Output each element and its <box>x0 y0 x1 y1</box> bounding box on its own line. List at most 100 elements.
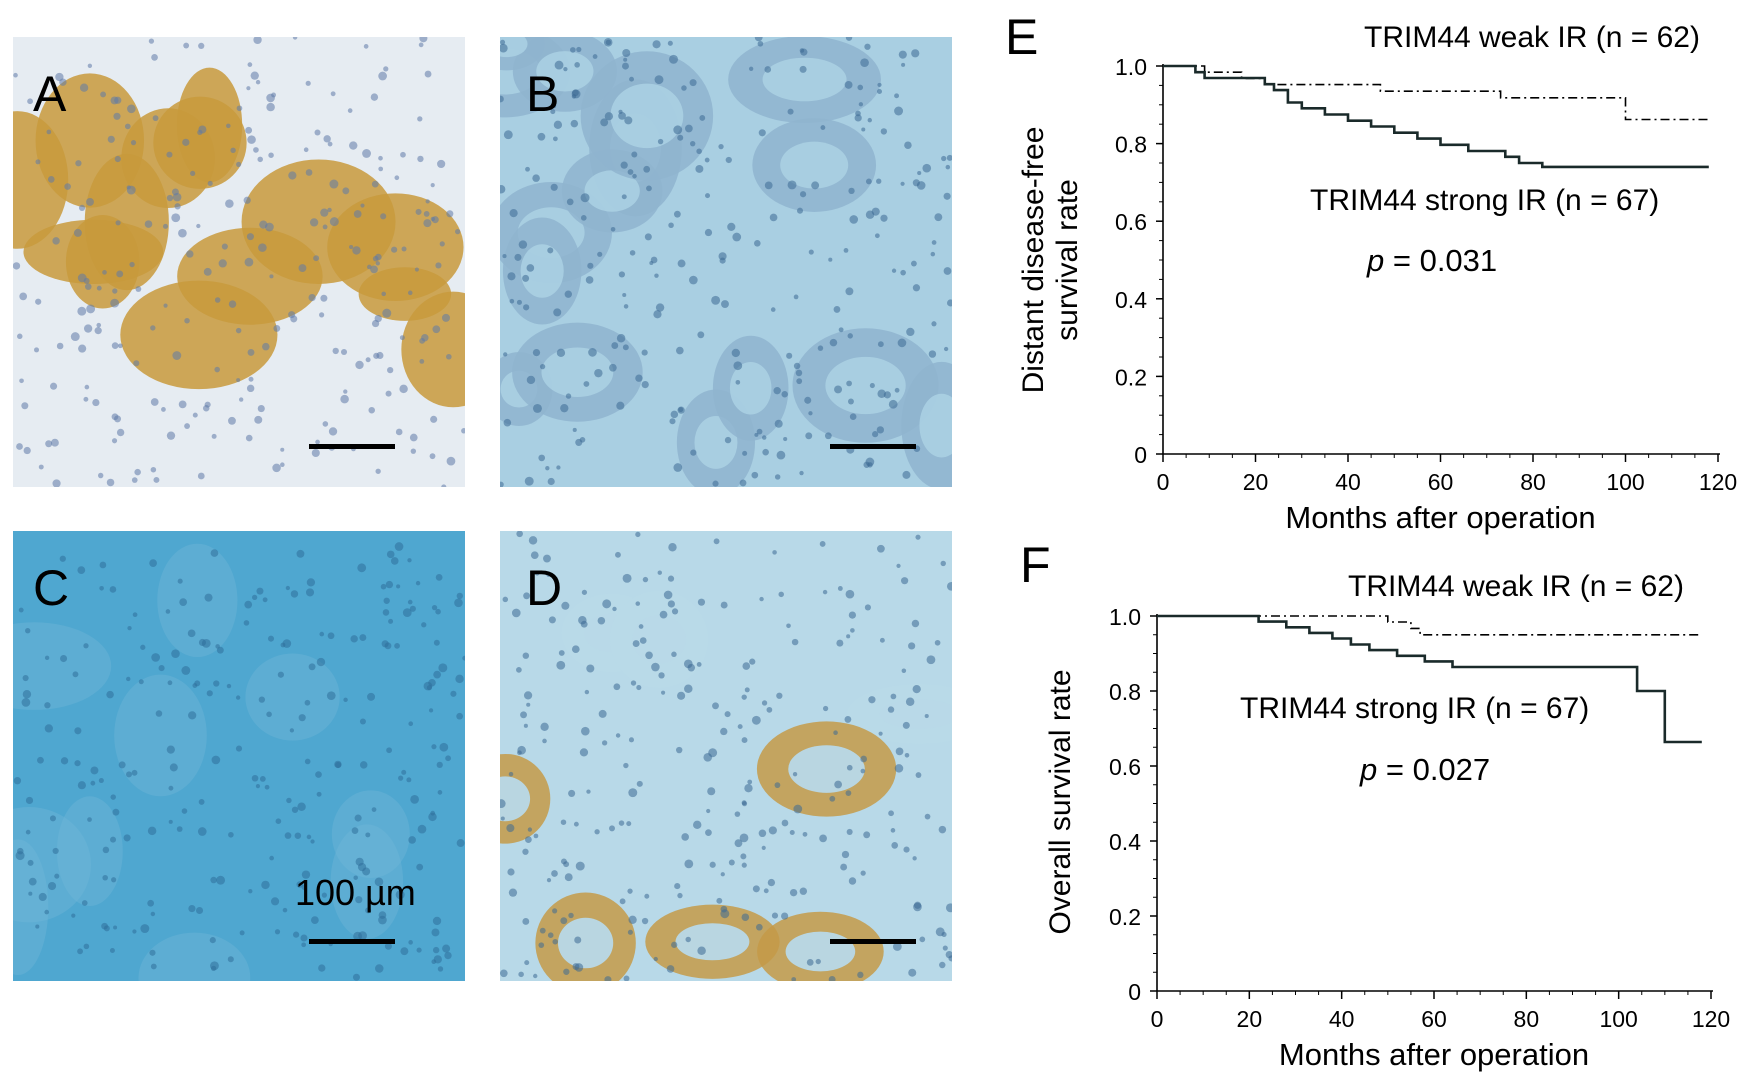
cell-nucleus <box>773 386 781 395</box>
cell-nucleus <box>602 599 612 609</box>
y-axis-label-line: Distant disease-free <box>1017 127 1050 394</box>
cell-nucleus <box>375 964 384 973</box>
cell-nucleus <box>439 742 449 752</box>
cell-nucleus <box>538 942 545 949</box>
cell-nucleus <box>720 601 728 609</box>
cell-nucleus <box>741 694 747 700</box>
cell-nucleus <box>542 738 547 744</box>
cell-nucleus <box>355 360 364 370</box>
cell-nucleus <box>289 728 295 733</box>
cell-nucleus <box>551 870 558 877</box>
cell-nucleus <box>677 691 686 700</box>
cell-nucleus <box>526 702 531 707</box>
cell-nucleus <box>558 650 565 656</box>
tissue-image-d <box>500 531 952 981</box>
cell-nucleus <box>243 620 250 626</box>
cell-nucleus <box>768 826 777 835</box>
cell-nucleus <box>946 154 952 161</box>
cell-nucleus <box>632 173 637 179</box>
cell-nucleus <box>327 141 333 147</box>
cell-nucleus <box>500 185 506 194</box>
cell-nucleus <box>571 645 580 654</box>
cell-nucleus <box>551 103 557 109</box>
cell-nucleus <box>56 342 64 350</box>
cell-nucleus <box>697 946 706 955</box>
cell-nucleus <box>865 178 872 185</box>
y-tick-label: 0.2 <box>1115 364 1147 390</box>
cell-nucleus <box>269 855 274 861</box>
cell-nucleus <box>639 637 647 644</box>
cell-nucleus <box>926 655 936 665</box>
cell-nucleus <box>525 166 530 172</box>
cell-nucleus <box>677 134 684 141</box>
cell-nucleus <box>131 769 138 776</box>
cell-nucleus <box>550 109 556 115</box>
cell-nucleus <box>560 819 567 825</box>
cell-nucleus <box>182 138 190 146</box>
cell-nucleus <box>943 267 952 275</box>
cell-nucleus <box>354 814 362 822</box>
cell-nucleus <box>618 820 625 826</box>
cell-nucleus <box>416 863 424 871</box>
cell-nucleus <box>282 907 288 913</box>
cell-nucleus <box>419 358 425 364</box>
cell-nucleus <box>251 594 258 601</box>
cell-nucleus <box>353 210 362 218</box>
cell-nucleus <box>789 888 798 897</box>
cell-nucleus <box>924 713 929 719</box>
cell-nucleus <box>618 109 623 114</box>
cell-nucleus <box>255 79 261 85</box>
cell-nucleus <box>677 259 686 268</box>
cell-nucleus <box>822 589 828 595</box>
cell-nucleus <box>673 463 683 472</box>
cell-nucleus <box>177 578 183 584</box>
cell-nucleus <box>378 166 384 172</box>
cell-nucleus <box>828 257 833 262</box>
cell-nucleus <box>221 243 228 250</box>
cell-nucleus <box>435 573 443 581</box>
cell-nucleus <box>408 836 416 844</box>
cell-nucleus <box>116 428 125 437</box>
cell-nucleus <box>744 784 753 793</box>
micrograph-panel-b: B <box>500 37 952 487</box>
tissue-image-c <box>13 531 465 981</box>
cell-nucleus <box>527 827 533 832</box>
cell-nucleus <box>934 639 941 646</box>
cell-nucleus <box>895 747 904 756</box>
cell-nucleus <box>246 384 255 393</box>
cell-nucleus <box>808 411 813 416</box>
cell-nucleus <box>848 611 857 619</box>
x-tick-label: 80 <box>1520 469 1546 495</box>
cell-nucleus <box>572 963 580 970</box>
cell-nucleus <box>579 748 589 757</box>
cell-nucleus <box>388 618 394 624</box>
cell-nucleus <box>674 883 681 890</box>
cell-nucleus <box>83 396 89 402</box>
cell-nucleus <box>594 829 600 835</box>
cell-nucleus <box>271 92 277 98</box>
cell-nucleus <box>109 586 117 593</box>
cell-nucleus <box>419 337 426 344</box>
cell-nucleus <box>912 856 917 861</box>
tissue-gland <box>331 790 410 879</box>
cell-nucleus <box>609 363 617 372</box>
cell-nucleus <box>860 768 866 774</box>
tissue-gland <box>330 824 404 940</box>
cell-nucleus <box>563 66 568 72</box>
cell-nucleus <box>431 928 440 937</box>
cell-nucleus <box>644 233 652 241</box>
cell-nucleus <box>84 384 90 390</box>
cell-nucleus <box>430 810 436 816</box>
cell-nucleus <box>151 653 161 662</box>
cell-nucleus <box>667 575 675 582</box>
cell-nucleus <box>671 651 677 658</box>
cell-nucleus <box>689 79 697 87</box>
cell-nucleus <box>864 43 871 50</box>
y-tick-label: 0.4 <box>1109 829 1141 855</box>
cell-nucleus <box>153 476 160 483</box>
cell-nucleus <box>530 551 539 560</box>
cell-nucleus <box>415 580 421 586</box>
cell-nucleus <box>251 774 259 782</box>
cell-nucleus <box>611 342 619 349</box>
scale-bar-a <box>309 444 395 449</box>
